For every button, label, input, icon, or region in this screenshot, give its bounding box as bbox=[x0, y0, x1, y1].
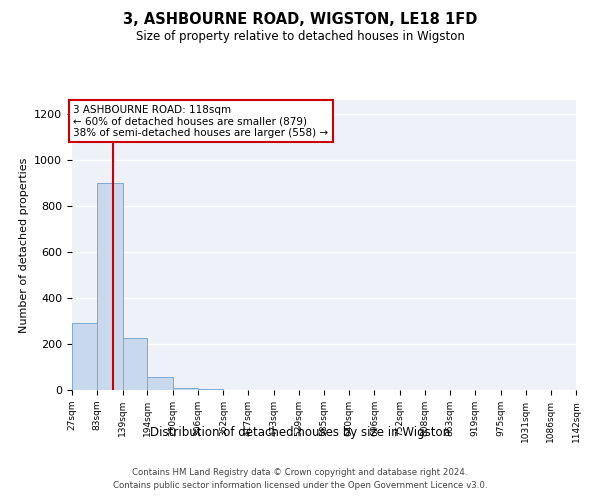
Bar bbox=[122, 338, 148, 390]
Text: Size of property relative to detached houses in Wigston: Size of property relative to detached ho… bbox=[136, 30, 464, 43]
Bar bbox=[198, 389, 223, 390]
Bar bbox=[173, 388, 198, 390]
Bar bbox=[72, 324, 97, 390]
Text: Contains HM Land Registry data © Crown copyright and database right 2024.: Contains HM Land Registry data © Crown c… bbox=[132, 468, 468, 477]
Text: 3, ASHBOURNE ROAD, WIGSTON, LE18 1FD: 3, ASHBOURNE ROAD, WIGSTON, LE18 1FD bbox=[123, 12, 477, 28]
Bar bbox=[148, 378, 173, 390]
Text: Distribution of detached houses by size in Wigston: Distribution of detached houses by size … bbox=[150, 426, 450, 439]
Bar bbox=[97, 183, 122, 390]
Y-axis label: Number of detached properties: Number of detached properties bbox=[19, 158, 29, 332]
Text: Contains public sector information licensed under the Open Government Licence v3: Contains public sector information licen… bbox=[113, 482, 487, 490]
Text: 3 ASHBOURNE ROAD: 118sqm
← 60% of detached houses are smaller (879)
38% of semi-: 3 ASHBOURNE ROAD: 118sqm ← 60% of detach… bbox=[73, 104, 328, 138]
